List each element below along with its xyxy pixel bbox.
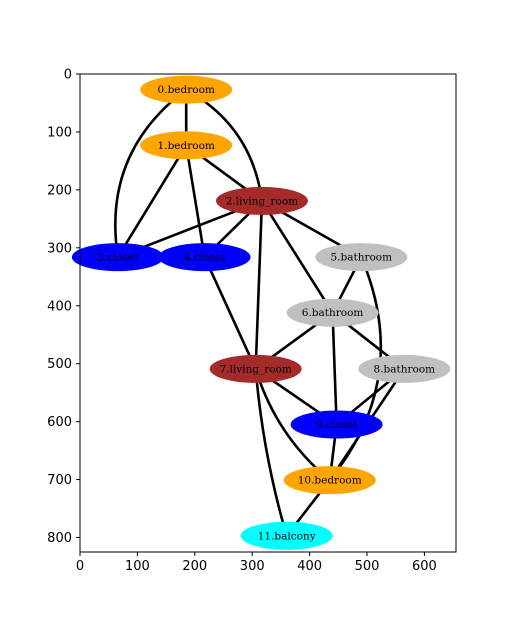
y-tick-label-600: 600 [47, 415, 72, 430]
node-8: 8.bathroom [358, 354, 451, 383]
edge-7-11 [254, 368, 288, 537]
y-tick-label-800: 800 [47, 531, 72, 546]
node-6-shape [286, 298, 379, 327]
y-tick-label-500: 500 [47, 357, 72, 372]
node-7: 7.living_room [209, 354, 302, 383]
node-11: 11.balcony [240, 521, 333, 550]
node-1: 1.bedroom [140, 131, 233, 160]
node-1-label: 1.bedroom [158, 140, 215, 152]
node-0-shape [140, 75, 233, 104]
node-11-shape [240, 521, 333, 550]
node-3-shape [71, 243, 164, 272]
x-tick-label-300: 300 [240, 559, 265, 574]
y-tick-label-0: 0 [64, 68, 72, 83]
node-7-shape [209, 354, 302, 383]
node-5-label: 5.bathroom [330, 252, 392, 264]
node-9-label: 9.closet [316, 419, 358, 431]
x-tick-label-500: 500 [355, 559, 380, 574]
x-tick-label-200: 200 [182, 559, 207, 574]
x-tick-label-400: 400 [297, 559, 322, 574]
edge-4-7 [203, 256, 257, 370]
node-8-shape [358, 354, 451, 383]
node-10: 10.bedroom [283, 466, 376, 495]
y-tick-label-700: 700 [47, 473, 72, 488]
node-11-label: 11.balcony [258, 530, 316, 542]
node-5: 5.bathroom [315, 243, 408, 272]
y-tick-label-400: 400 [47, 299, 72, 314]
node-5-shape [315, 243, 408, 272]
y-axis: 0 100 200 300 400 500 600 700 800 [47, 68, 80, 546]
node-2: 2.living_room [215, 186, 308, 215]
node-2-label: 2.living_room [226, 195, 298, 207]
x-tick-label-100: 100 [125, 559, 150, 574]
edge-2-7 [254, 200, 264, 369]
node-10-label: 10.bedroom [298, 475, 362, 487]
node-1-shape [140, 131, 233, 160]
node-10-shape [283, 466, 376, 495]
node-6: 6.bathroom [286, 298, 379, 327]
plot-frame [79, 73, 457, 553]
node-3: 3.closet [71, 243, 164, 272]
y-tick-label-300: 300 [47, 241, 72, 256]
x-axis: 0 100 200 300 400 500 600 [76, 552, 437, 574]
node-4-shape [158, 243, 251, 272]
x-tick-label-0: 0 [76, 559, 84, 574]
node-4: 4.closet [158, 243, 251, 272]
node-6-label: 6.bathroom [302, 307, 364, 319]
node-9-shape [290, 410, 383, 439]
node-3-label: 3.closet [97, 252, 139, 264]
node-2-shape [215, 186, 308, 215]
node-4-label: 4.closet [184, 252, 226, 264]
y-tick-label-100: 100 [47, 125, 72, 140]
edge-0-3 [114, 88, 187, 258]
node-8-label: 8.bathroom [374, 363, 436, 375]
nodes-layer: 0.bedroom 1.bedroom 2.living_room 3.closet 4… [71, 75, 451, 550]
x-tick-label-600: 600 [412, 559, 437, 574]
y-tick-label-200: 200 [47, 183, 72, 198]
node-7-label: 7.living_room [219, 363, 291, 375]
edge-1-3 [116, 144, 188, 258]
edge-1-4 [184, 145, 206, 258]
edge-2-6 [260, 200, 334, 314]
node-0-label: 0.bedroom [158, 84, 215, 96]
edge-6-9 [331, 312, 338, 425]
node-0: 0.bedroom [140, 75, 233, 104]
node-9: 9.closet [290, 410, 383, 439]
